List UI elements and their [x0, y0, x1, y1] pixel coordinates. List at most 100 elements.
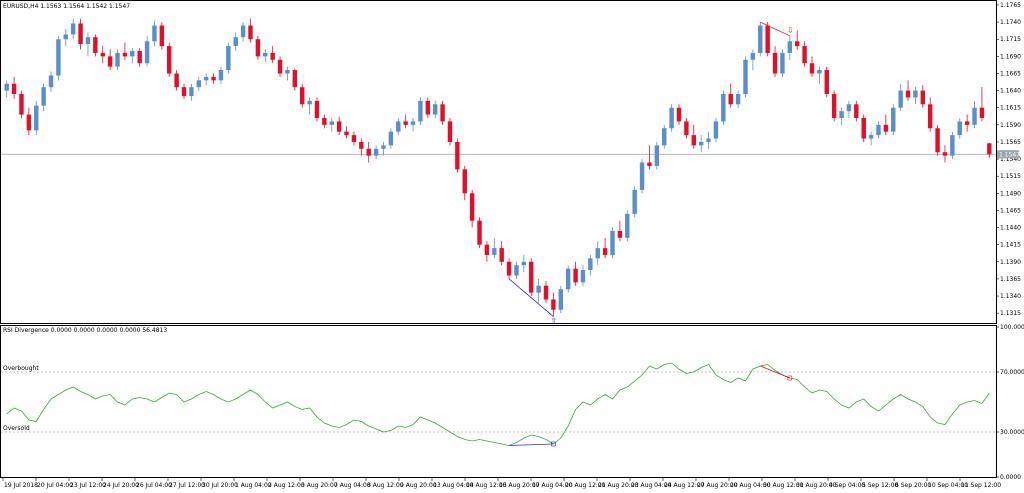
- time-tick-label: 6 Sep 20:00: [895, 482, 931, 489]
- candle-body: [381, 145, 386, 149]
- time-tick-label: 31 Aug 20:00: [796, 482, 837, 489]
- candle-body: [728, 94, 733, 105]
- candle-body: [159, 25, 165, 47]
- candle-body: [883, 124, 889, 132]
- price-tick-label: 1.1515: [1000, 173, 1021, 180]
- bearish-signal-arrow-icon: ⇩: [787, 26, 794, 35]
- candle-body: [48, 75, 54, 88]
- candle-body: [979, 107, 985, 118]
- candle-body: [492, 248, 497, 255]
- candle-body: [580, 270, 586, 283]
- bearish-divergence-line: [760, 21, 790, 37]
- main-chart-header: EURUSD,H4 1.1563 1.1564 1.1542 1.1547: [3, 3, 130, 10]
- candle-body: [765, 25, 770, 53]
- candle-body: [602, 248, 608, 255]
- time-tick-label: 20 Aug 12:00: [565, 482, 606, 489]
- candle-body: [735, 94, 741, 105]
- candle-body: [248, 25, 253, 40]
- candle-body: [846, 104, 852, 112]
- time-tick-label: 3 Aug 20:00: [301, 482, 338, 489]
- candle-body: [373, 148, 379, 156]
- price-tick-label: 1.1715: [1000, 36, 1021, 43]
- candle-body: [56, 39, 61, 76]
- candle-body: [144, 41, 150, 64]
- candle-body: [964, 121, 970, 125]
- time-tick-label: 23 Jul 12:00: [70, 482, 106, 489]
- candle-body: [211, 76, 216, 81]
- candles: [4, 18, 992, 317]
- candle-body: [344, 131, 349, 136]
- rsi-axis: 100.0000 70.0000 30.0000 0.0000: [996, 324, 1024, 481]
- candle-body: [905, 90, 911, 98]
- candle-body: [957, 121, 962, 136]
- candle-body: [418, 100, 423, 122]
- price-tick-label: 1.1690: [1000, 53, 1021, 60]
- candle-body: [817, 70, 822, 74]
- price-axis: 1.1765 1.1740 1.1715 1.1690 1.1665 1.1640 1.16…: [996, 2, 1021, 317]
- candle-body: [617, 230, 623, 238]
- rsi-panel-frame: [0, 325, 997, 478]
- time-tick-label: 20 Jul 04:00: [37, 482, 73, 489]
- candle-body: [233, 37, 238, 47]
- time-tick-label: 21 Aug 20:00: [598, 482, 639, 489]
- candle-body: [743, 59, 748, 95]
- candle-body: [891, 107, 896, 132]
- candle-body: [713, 121, 719, 139]
- time-tick-label: 27 Aug 20:00: [697, 482, 738, 489]
- rsi-tick-label: 70.0000: [1000, 369, 1024, 376]
- candle-body: [85, 37, 91, 45]
- candle-body: [831, 94, 837, 118]
- candle-body: [588, 258, 593, 271]
- candle-body: [410, 121, 416, 125]
- candle-body: [758, 25, 763, 53]
- candle-body: [336, 121, 342, 132]
- candle-body: [122, 52, 128, 57]
- candle-body: [942, 152, 948, 156]
- candle-body: [469, 193, 475, 221]
- candle-body: [551, 299, 556, 310]
- candle-body: [292, 70, 298, 88]
- candle-body: [987, 143, 992, 155]
- time-tick-label: 2 Aug 12:00: [268, 482, 305, 489]
- candle-body: [203, 76, 209, 81]
- candle-body: [19, 94, 24, 115]
- candle-body: [26, 114, 32, 131]
- rsi-line: [6, 362, 990, 446]
- time-tick-label: 24 Jul 20:00: [103, 482, 139, 489]
- candle-body: [927, 104, 933, 129]
- candle-body: [263, 52, 268, 57]
- candle-body: [506, 261, 512, 276]
- candle-body: [432, 104, 438, 115]
- candle-body: [396, 121, 401, 132]
- candle-body: [78, 23, 83, 45]
- candle-body: [4, 83, 9, 91]
- price-tick-label: 1.1440: [1000, 225, 1021, 232]
- candle-body: [366, 148, 371, 156]
- rsi-panel-header: RSI Divergence 0.0000 0.0000 0.0000 0.00…: [3, 327, 167, 334]
- candle-body: [521, 261, 527, 266]
- price-tick-label: 1.1765: [1000, 2, 1021, 9]
- price-tick-label: 1.1390: [1000, 259, 1021, 266]
- candle-body: [167, 46, 172, 74]
- candle-body: [351, 135, 357, 142]
- candle-body: [440, 104, 445, 122]
- candle-body: [750, 52, 756, 60]
- candle-body: [787, 41, 793, 53]
- candle-body: [573, 268, 578, 283]
- candle-body: [34, 105, 39, 131]
- candle-body: [839, 111, 844, 118]
- candle-body: [698, 141, 704, 146]
- bullish-signal-arrow-icon: ⇧: [550, 317, 557, 326]
- candle-body: [543, 285, 549, 300]
- candle-body: [425, 100, 431, 115]
- candle-body: [300, 87, 305, 105]
- candle-body: [639, 162, 645, 190]
- candle-body: [314, 100, 320, 118]
- candle-body: [632, 189, 637, 214]
- price-tick-label: 1.1590: [1000, 122, 1021, 129]
- time-tick-label: 13 Aug 04:00: [433, 482, 474, 489]
- oversold-label: Oversold: [3, 425, 30, 432]
